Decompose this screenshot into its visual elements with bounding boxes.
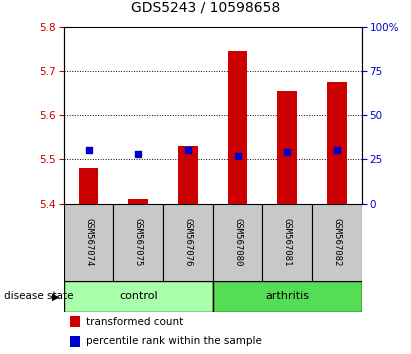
- Text: control: control: [119, 291, 157, 302]
- Text: percentile rank within the sample: percentile rank within the sample: [86, 336, 262, 346]
- Text: disease state: disease state: [4, 291, 74, 302]
- Point: [135, 151, 141, 157]
- Bar: [213, 281, 362, 312]
- Bar: [79, 168, 99, 204]
- Bar: [277, 91, 297, 204]
- Bar: [327, 82, 347, 204]
- Bar: [213, 204, 262, 281]
- Text: GSM567081: GSM567081: [283, 218, 292, 267]
- Bar: [69, 336, 80, 347]
- Bar: [69, 316, 80, 327]
- Point: [334, 148, 340, 153]
- Bar: [262, 204, 312, 281]
- Text: GSM567082: GSM567082: [332, 218, 342, 267]
- Text: ▶: ▶: [52, 291, 59, 302]
- Bar: [128, 199, 148, 204]
- Text: GSM567074: GSM567074: [84, 218, 93, 267]
- Bar: [312, 204, 362, 281]
- Bar: [228, 51, 247, 204]
- Text: GSM567075: GSM567075: [134, 218, 143, 267]
- Bar: [64, 281, 213, 312]
- Text: transformed count: transformed count: [86, 316, 183, 327]
- Point: [234, 153, 241, 159]
- Point: [284, 149, 291, 155]
- Bar: [113, 204, 163, 281]
- Text: GSM567080: GSM567080: [233, 218, 242, 267]
- Text: arthritis: arthritis: [265, 291, 309, 302]
- Bar: [163, 204, 213, 281]
- Text: GSM567076: GSM567076: [183, 218, 192, 267]
- Bar: [178, 146, 198, 204]
- Text: GDS5243 / 10598658: GDS5243 / 10598658: [131, 0, 280, 14]
- Point: [185, 148, 191, 153]
- Point: [85, 148, 92, 153]
- Bar: [64, 204, 113, 281]
